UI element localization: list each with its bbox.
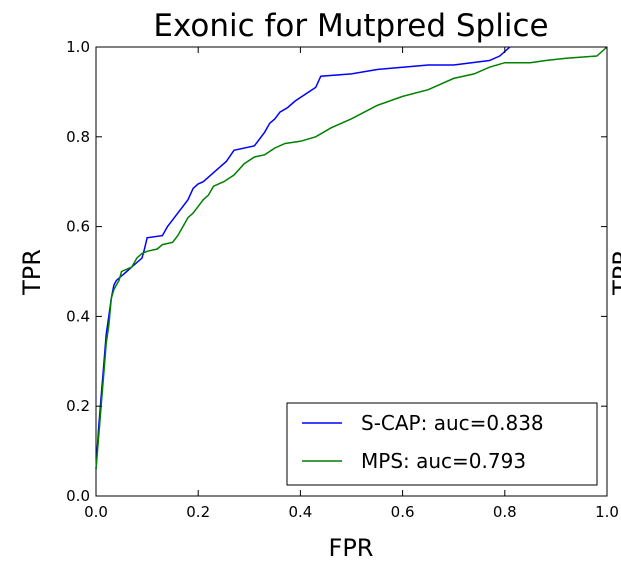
clipped-neighbor-axis-label: TPR bbox=[608, 249, 621, 296]
y-tick-label: 0.4 bbox=[66, 307, 90, 325]
x-tick-label: 0.8 bbox=[493, 503, 517, 521]
chart-title: Exonic for Mutpred Splice bbox=[153, 8, 548, 44]
y-tick-label: 0.8 bbox=[66, 128, 90, 146]
x-tick-label: 0.6 bbox=[391, 503, 415, 521]
y-axis-label: TPR bbox=[18, 249, 46, 296]
y-tick-label: 0.6 bbox=[66, 218, 90, 236]
x-tick-label: 0.2 bbox=[186, 503, 210, 521]
x-axis-label: FPR bbox=[329, 534, 374, 562]
series-line-mps bbox=[95, 46, 608, 470]
y-tick-label: 0.0 bbox=[66, 487, 90, 505]
legend-entry-s-cap: S-CAP: auc=0.838 bbox=[361, 411, 544, 435]
legend-box bbox=[286, 402, 598, 486]
legend: S-CAP: auc=0.838 MPS: auc=0.793 bbox=[286, 402, 598, 486]
x-tick-label: 0.0 bbox=[84, 503, 108, 521]
legend-entry-mps: MPS: auc=0.793 bbox=[361, 449, 526, 473]
x-tick-label: 0.4 bbox=[288, 503, 312, 521]
y-tick-label: 1.0 bbox=[66, 38, 90, 56]
series-line-s-cap bbox=[95, 46, 511, 470]
y-tick-label: 0.2 bbox=[66, 397, 90, 415]
x-tick-label: 1.0 bbox=[595, 503, 619, 521]
ticks-layer: 0.0 0.2 0.4 0.6 0.8 1.0 0.0 0.2 0.4 0.6 0.8 1.0 bbox=[66, 38, 619, 521]
series-layer bbox=[95, 46, 608, 470]
